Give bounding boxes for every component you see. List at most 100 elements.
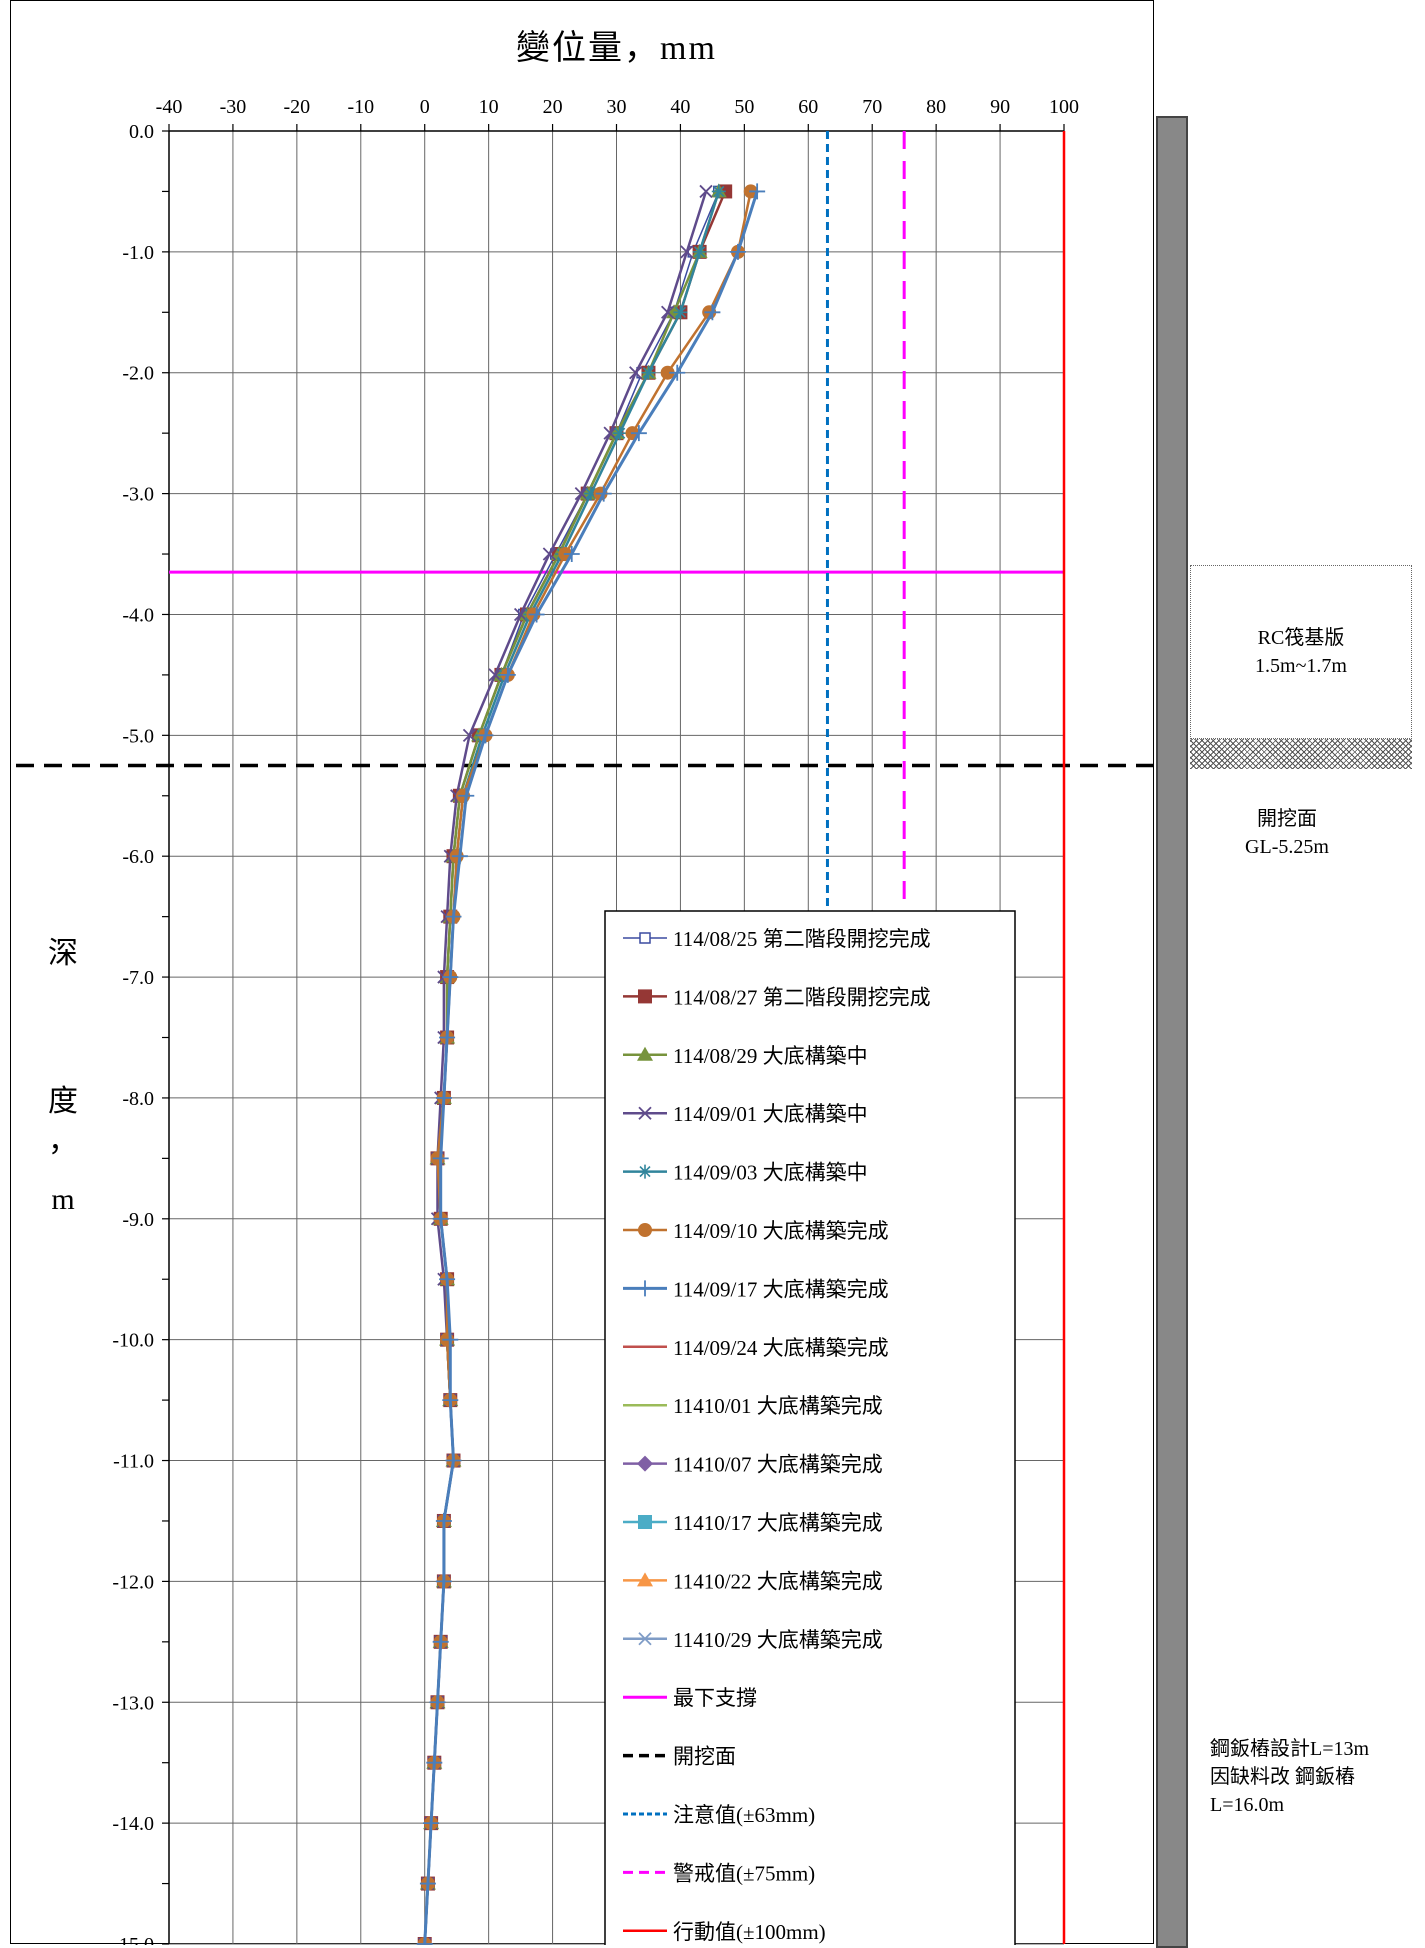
data-point-marker — [442, 1392, 459, 1409]
data-point-marker — [429, 1694, 446, 1711]
legend-label: 114/08/25 第二階段開挖完成 — [673, 927, 931, 951]
data-point-marker — [637, 1572, 653, 1587]
legend-label: 114/09/24 大底構築完成 — [673, 1336, 889, 1360]
data-point-marker — [435, 1512, 452, 1529]
legend-label: 114/09/10 大底構築完成 — [673, 1219, 889, 1243]
y-tick-label: -1.0 — [122, 242, 154, 264]
legend-box — [604, 910, 1016, 1945]
data-point-marker — [488, 668, 502, 682]
data-point-marker — [432, 1150, 449, 1167]
data-point-marker — [638, 1223, 652, 1237]
legend-label: 11410/17 大底構築完成 — [673, 1511, 883, 1535]
data-point-marker — [639, 932, 651, 944]
excavation-note-label: 開挖面 — [1257, 808, 1317, 830]
data-point-marker — [660, 365, 675, 380]
y-tick-label: -13.0 — [112, 1692, 154, 1714]
x-tick-label: 80 — [926, 96, 946, 118]
sheet-pile-design: 鋼鈑樁設計L=13m — [1210, 1738, 1370, 1760]
x-tick-label: 60 — [798, 96, 818, 118]
y-tick-label: -15.0 — [112, 1934, 154, 1945]
data-point-marker — [583, 486, 598, 501]
chart-frame: 變位量，mm -40 -30 -20 -10 0 10 20 30 40 50 60 70 80 90 100… — [10, 0, 1155, 1945]
x-tick-label: -20 — [284, 96, 311, 118]
data-point-marker — [680, 245, 694, 259]
legend-label: 11410/22 大底構築完成 — [673, 1569, 883, 1593]
data-point-marker — [477, 727, 494, 744]
data-point-marker — [451, 848, 468, 865]
y-tick-label: -11.0 — [113, 1451, 154, 1473]
x-tick-label: -10 — [347, 96, 374, 118]
data-point-marker — [435, 1573, 452, 1590]
legend-label: 開挖面 — [673, 1745, 736, 1769]
data-point-marker — [638, 1515, 652, 1529]
data-point-marker — [637, 1455, 653, 1472]
x-tick-label: 0 — [420, 96, 430, 118]
legend-label: 114/08/29 大底構築中 — [673, 1044, 868, 1068]
data-point-marker — [462, 728, 477, 742]
x-tick-label: 100 — [1049, 96, 1079, 118]
sheet-pile-wall — [1156, 116, 1188, 1948]
legend-label: 行動值(±100mm) — [673, 1920, 826, 1944]
legend-label: 注意值(±63mm) — [673, 1803, 815, 1827]
y-axis-label-char: 深 — [48, 937, 78, 970]
data-point-marker — [692, 244, 707, 259]
data-point-marker — [637, 1046, 653, 1061]
x-tick-label: 90 — [990, 96, 1010, 118]
data-point-marker — [637, 1280, 653, 1297]
data-point-marker — [729, 243, 746, 260]
data-point-marker — [435, 1089, 452, 1106]
data-point-marker — [442, 969, 459, 986]
y-axis-label-char: m — [51, 1183, 74, 1216]
raft-hatch — [1190, 739, 1412, 769]
raft-thickness-label: 1.5m~1.7m — [1255, 655, 1347, 677]
y-tick-label: -8.0 — [122, 1088, 154, 1110]
raft-label: RC筏基版 — [1257, 627, 1345, 649]
y-tick-label: -14.0 — [112, 1813, 154, 1835]
legend-label: 11410/07 大底構築完成 — [673, 1453, 883, 1477]
sheet-pile-note: 鋼鈑樁設計L=13m 因缺料改 鋼鈑樁 L=16.0m — [1210, 1735, 1369, 1819]
data-point-marker — [669, 364, 686, 381]
data-point-marker — [699, 184, 713, 199]
legend-label: 114/08/27 第二階段開挖完成 — [673, 985, 931, 1009]
data-point-marker — [419, 1875, 436, 1892]
x-tick-label: 10 — [479, 96, 499, 118]
y-tick-label: -5.0 — [122, 725, 154, 747]
inclinometer-chart: 變位量，mm -40 -30 -20 -10 0 10 20 30 40 50 60 70 80 90 100… — [16, 29, 1155, 1945]
x-tick-label: -40 — [156, 96, 183, 118]
chart-title: 變位量，mm — [516, 29, 717, 67]
legend-label: 11410/01 大底構築完成 — [673, 1394, 883, 1418]
data-point-marker — [638, 1106, 652, 1120]
data-point-marker — [638, 1164, 652, 1179]
x-tick-label: 30 — [607, 96, 627, 118]
legend-label: 11410/29 大底構築完成 — [673, 1628, 883, 1652]
data-point-marker — [749, 183, 766, 200]
data-point-marker — [513, 607, 528, 622]
data-point-marker — [445, 908, 462, 925]
x-tick-label: 40 — [670, 96, 690, 118]
legend-label: 114/09/17 大底構築完成 — [673, 1277, 889, 1301]
data-point-marker — [711, 184, 726, 199]
y-tick-label: 0.0 — [129, 121, 154, 143]
y-tick-label: -12.0 — [112, 1571, 154, 1593]
excavation-note-depth: GL-5.25m — [1245, 836, 1329, 858]
sheet-pile-length: L=16.0m — [1210, 1794, 1285, 1816]
legend-label: 警戒值(±75mm) — [673, 1861, 815, 1885]
data-series — [416, 183, 766, 1945]
data-point-marker — [595, 485, 612, 502]
x-tick-label: 50 — [734, 96, 754, 118]
data-point-marker — [416, 1936, 433, 1945]
data-point-marker — [574, 486, 588, 501]
data-point-marker — [423, 1815, 440, 1832]
rc-raft-box: RC筏基版 1.5m~1.7m — [1190, 565, 1412, 739]
data-point-marker — [432, 1633, 449, 1650]
y-tick-label: -10.0 — [112, 1330, 154, 1352]
data-point-marker — [458, 787, 475, 804]
y-tick-label: -2.0 — [122, 363, 154, 385]
data-point-marker — [673, 305, 688, 320]
data-point-marker — [603, 426, 617, 440]
legend: 114/08/25 第二階段開挖完成 114/08/27 第二階段開挖完成 114/… — [604, 910, 1016, 1945]
sheet-pile-change: 因缺料改 鋼鈑樁 — [1210, 1766, 1355, 1788]
y-tick-label: -6.0 — [122, 846, 154, 868]
y-tick-label: -4.0 — [122, 604, 154, 626]
y-axis-label-char: 度 — [48, 1085, 78, 1118]
